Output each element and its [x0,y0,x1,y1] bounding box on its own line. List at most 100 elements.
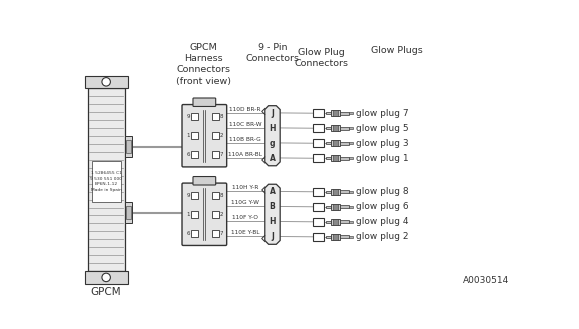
Bar [340,127,350,130]
Bar [191,211,198,218]
FancyBboxPatch shape [182,183,226,245]
Bar [331,219,340,225]
Text: 110G Y-W: 110G Y-W [231,200,259,205]
Text: B: B [270,202,276,211]
Text: H: H [269,217,276,226]
Text: GPCM: GPCM [91,288,122,297]
Polygon shape [265,106,280,166]
Text: 110A BR-BL: 110A BR-BL [228,152,262,157]
Circle shape [102,78,111,86]
Text: J: J [271,232,274,241]
Text: glow plug 1: glow plug 1 [356,154,408,163]
Bar [340,112,350,115]
Bar [334,189,338,195]
Polygon shape [265,184,280,244]
Bar [331,204,340,210]
Text: 1 5286455 C1
9 530 551 000
BP6N-1-12
Made in Spain: 1 5286455 C1 9 530 551 000 BP6N-1-12 Mad… [90,171,122,192]
Bar [212,191,219,198]
Bar [327,157,331,160]
Text: J: J [271,109,274,118]
Text: 7: 7 [219,152,223,158]
Text: glow plug 3: glow plug 3 [356,139,408,148]
Text: A: A [270,154,276,163]
Bar [340,205,350,208]
Bar [327,127,331,129]
Text: 8: 8 [219,114,223,119]
Bar [334,140,338,146]
Bar [124,202,133,223]
Text: 2: 2 [219,212,223,217]
Bar [350,236,353,238]
Bar [350,127,353,129]
Text: 9 - Pin
Connectors: 9 - Pin Connectors [245,42,299,63]
Text: glow plug 4: glow plug 4 [356,217,408,226]
Text: g: g [270,139,275,148]
Bar [87,88,124,271]
Bar [331,234,340,240]
Text: glow plug 8: glow plug 8 [356,187,408,196]
Text: 6: 6 [186,231,190,236]
Bar [212,113,219,120]
Text: glow plug 5: glow plug 5 [356,124,408,133]
Bar [331,189,340,195]
Bar [191,132,198,139]
Text: A: A [270,187,276,196]
Text: 110D BR-R: 110D BR-R [229,107,261,112]
Text: H: H [269,124,276,133]
FancyBboxPatch shape [182,105,226,167]
Text: 6: 6 [186,152,190,158]
Bar [212,211,219,218]
Bar [350,142,353,144]
Bar [327,190,331,193]
Bar [331,140,340,146]
Text: glow plug 7: glow plug 7 [356,109,408,118]
Bar [313,218,324,226]
Text: 8: 8 [219,192,223,197]
Bar [334,234,338,240]
Bar [350,221,353,222]
Bar [191,113,198,120]
Text: 9: 9 [186,192,190,197]
Bar [340,220,350,223]
Bar [334,155,338,161]
Text: glow plug 2: glow plug 2 [356,232,408,241]
Bar [327,206,331,208]
Bar [313,109,324,117]
Bar [313,203,324,211]
FancyBboxPatch shape [193,98,216,107]
Text: 110F Y-O: 110F Y-O [232,215,258,220]
Text: 1: 1 [186,212,190,217]
Text: Glow Plug
Connectors: Glow Plug Connectors [295,48,349,68]
Text: glow plug 6: glow plug 6 [356,202,408,211]
Circle shape [102,273,111,282]
Bar [313,139,324,147]
Bar [327,142,331,144]
Bar [350,113,353,114]
Bar [327,112,331,114]
Text: 1: 1 [186,133,190,138]
Bar [126,140,131,153]
Text: A0030514: A0030514 [463,276,509,285]
Bar [340,142,350,145]
Bar [331,125,340,131]
Bar [85,76,128,88]
Bar [313,233,324,240]
Bar [191,230,198,237]
Bar [212,151,219,159]
Bar [313,154,324,162]
Text: 110H Y-R: 110H Y-R [232,185,258,190]
Bar [331,110,340,116]
Text: 110C BR-W: 110C BR-W [229,122,261,127]
Text: 2: 2 [219,133,223,138]
Bar [126,206,131,219]
Bar [350,206,353,208]
FancyBboxPatch shape [193,177,216,185]
Bar [327,236,331,238]
Text: GPCM
Harness
Connectors
(front view): GPCM Harness Connectors (front view) [175,42,230,86]
Bar [191,151,198,159]
Bar [350,158,353,159]
Bar [212,132,219,139]
Bar [350,191,353,192]
Bar [212,230,219,237]
Text: 9: 9 [186,114,190,119]
